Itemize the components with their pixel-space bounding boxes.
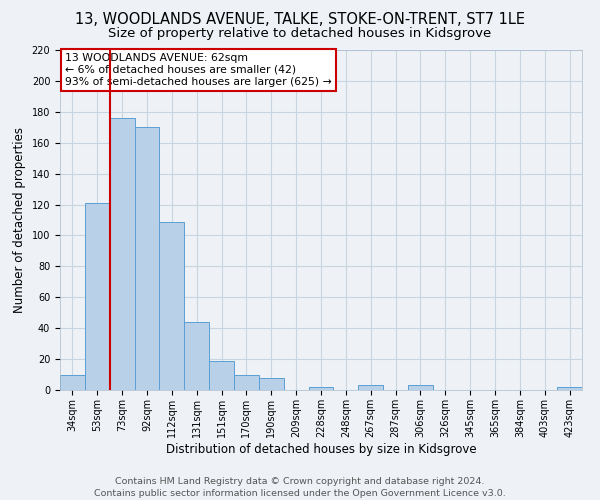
Bar xyxy=(557,387,582,390)
Bar xyxy=(358,386,383,390)
Bar xyxy=(110,118,134,390)
Text: Size of property relative to detached houses in Kidsgrove: Size of property relative to detached ho… xyxy=(109,28,491,40)
Bar xyxy=(60,374,85,390)
Bar xyxy=(134,128,160,390)
Text: 13, WOODLANDS AVENUE, TALKE, STOKE-ON-TRENT, ST7 1LE: 13, WOODLANDS AVENUE, TALKE, STOKE-ON-TR… xyxy=(75,12,525,28)
Bar xyxy=(308,387,334,390)
Y-axis label: Number of detached properties: Number of detached properties xyxy=(13,127,26,313)
Bar xyxy=(85,203,110,390)
Text: 13 WOODLANDS AVENUE: 62sqm
← 6% of detached houses are smaller (42)
93% of semi-: 13 WOODLANDS AVENUE: 62sqm ← 6% of detac… xyxy=(65,54,332,86)
Bar xyxy=(184,322,209,390)
Bar xyxy=(160,222,184,390)
Bar xyxy=(234,374,259,390)
Bar xyxy=(408,386,433,390)
Bar xyxy=(259,378,284,390)
X-axis label: Distribution of detached houses by size in Kidsgrove: Distribution of detached houses by size … xyxy=(166,442,476,456)
Text: Contains HM Land Registry data © Crown copyright and database right 2024.
Contai: Contains HM Land Registry data © Crown c… xyxy=(94,476,506,498)
Bar xyxy=(209,360,234,390)
